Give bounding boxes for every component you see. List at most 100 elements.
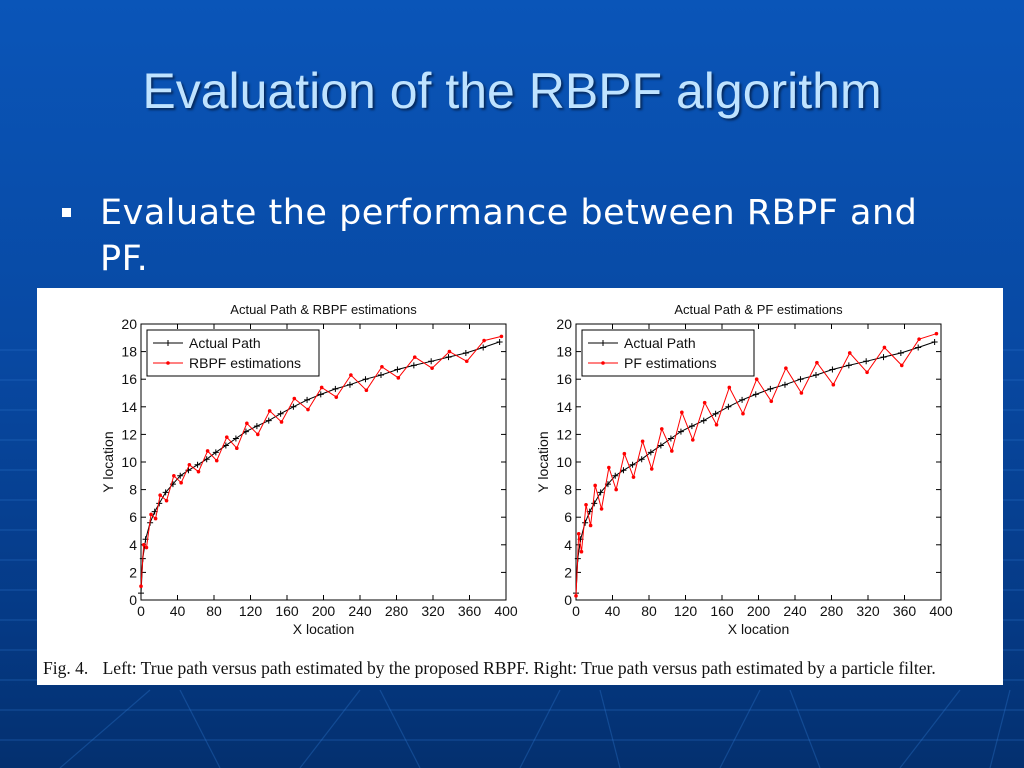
data-point-marker — [727, 385, 732, 390]
data-point-marker — [138, 590, 144, 597]
legend-box — [581, 329, 755, 377]
x-tick-label: 120 — [239, 603, 263, 619]
data-point-marker — [362, 376, 369, 383]
data-point-marker — [931, 338, 938, 345]
x-tick-label: 200 — [747, 603, 771, 619]
data-point-marker — [593, 483, 597, 488]
data-point-marker — [482, 338, 486, 343]
data-point-marker — [629, 461, 636, 468]
data-point-marker — [212, 449, 219, 456]
y-tick-label: 12 — [121, 426, 137, 442]
data-point-marker — [164, 498, 169, 503]
x-tick-label: 80 — [641, 603, 657, 619]
data-point-marker — [428, 358, 435, 365]
data-point-marker — [897, 349, 904, 356]
data-point-marker — [306, 407, 310, 412]
data-point-marker — [222, 442, 229, 449]
data-point-marker — [194, 461, 201, 468]
data-point-marker — [496, 338, 503, 345]
data-point-marker — [712, 410, 719, 417]
data-point-marker — [179, 480, 183, 485]
data-point-marker — [177, 472, 184, 479]
data-point-marker — [292, 396, 297, 401]
data-point-marker — [659, 427, 664, 431]
y-tick-label: 18 — [556, 344, 572, 360]
x-tick-label: 400 — [929, 603, 953, 619]
data-point-marker — [588, 523, 593, 528]
data-point-marker — [480, 344, 487, 351]
data-point-marker — [591, 500, 598, 507]
figure-panel: Actual Path & RBPF estimations 0 40 80 120 16… — [37, 288, 1003, 685]
data-point-marker — [464, 359, 469, 364]
data-point-marker — [235, 446, 239, 450]
legend-marker — [600, 340, 606, 346]
data-point-marker — [597, 489, 604, 496]
data-point-marker — [631, 475, 636, 479]
data-point-marker — [153, 516, 158, 521]
data-point-marker — [829, 366, 836, 373]
chart-title: Actual Path & PF estimations — [674, 302, 843, 317]
data-point-marker — [845, 362, 852, 369]
y-tick-label: 8 — [129, 482, 137, 498]
data-point-marker — [612, 472, 619, 479]
data-point-marker — [667, 435, 674, 442]
data-point-marker — [158, 493, 162, 497]
x-tick-label: 240 — [783, 603, 807, 619]
data-point-marker — [797, 376, 804, 383]
data-point-marker — [899, 363, 904, 368]
data-point-marker — [187, 462, 192, 467]
legend-label: Actual Path — [189, 335, 261, 351]
y-tick-label: 6 — [129, 509, 137, 525]
data-point-marker — [812, 372, 819, 379]
data-point-marker — [831, 382, 836, 387]
data-point-marker — [741, 411, 745, 416]
caption-text: Left: True path versus path estimated by… — [102, 658, 936, 678]
data-point-marker — [584, 502, 588, 507]
data-point-marker — [317, 391, 324, 398]
data-point-marker — [149, 512, 153, 517]
data-point-marker — [332, 385, 339, 392]
caption-label: Fig. 4. — [43, 658, 89, 678]
data-point-marker — [224, 435, 229, 439]
data-point-marker — [754, 377, 759, 381]
x-tick-label: 280 — [385, 603, 409, 619]
y-tick-label: 6 — [564, 509, 572, 525]
data-point-marker — [499, 334, 504, 339]
data-point-marker — [445, 354, 452, 361]
data-point-marker — [245, 421, 249, 426]
data-point-marker — [205, 449, 210, 453]
y-tick-label: 0 — [564, 592, 572, 608]
legend-marker — [166, 361, 170, 365]
chart-title: Actual Path & RBPF estimations — [230, 302, 417, 317]
y-axis-label: Y location — [100, 431, 116, 492]
x-tick-label: 40 — [170, 603, 186, 619]
data-point-marker — [430, 366, 434, 370]
data-point-marker — [346, 381, 353, 388]
data-point-marker — [649, 467, 654, 471]
data-point-marker — [364, 388, 369, 393]
data-point-marker — [579, 549, 584, 554]
data-point-marker — [304, 396, 311, 403]
data-point-marker — [691, 438, 695, 442]
x-tick-label: 160 — [710, 603, 734, 619]
data-point-marker — [394, 366, 401, 373]
data-point-marker — [279, 420, 284, 424]
data-point-marker — [769, 399, 774, 404]
data-point-marker — [349, 373, 353, 377]
slide-title: Evaluation of the RBPF algorithm — [142, 63, 882, 119]
data-point-marker — [781, 381, 788, 388]
data-point-marker — [882, 345, 887, 350]
data-point-marker — [688, 423, 695, 430]
y-tick-label: 16 — [556, 371, 572, 387]
data-point-marker — [144, 545, 149, 550]
x-tick-label: 160 — [275, 603, 299, 619]
data-point-marker — [934, 331, 939, 336]
data-point-marker — [582, 519, 589, 526]
y-tick-label: 4 — [129, 537, 137, 553]
x-axis-label: X location — [293, 621, 354, 637]
data-point-marker — [319, 385, 324, 390]
data-point-marker — [256, 432, 260, 437]
data-point-marker — [680, 410, 684, 415]
x-tick-label: 0 — [137, 603, 145, 619]
